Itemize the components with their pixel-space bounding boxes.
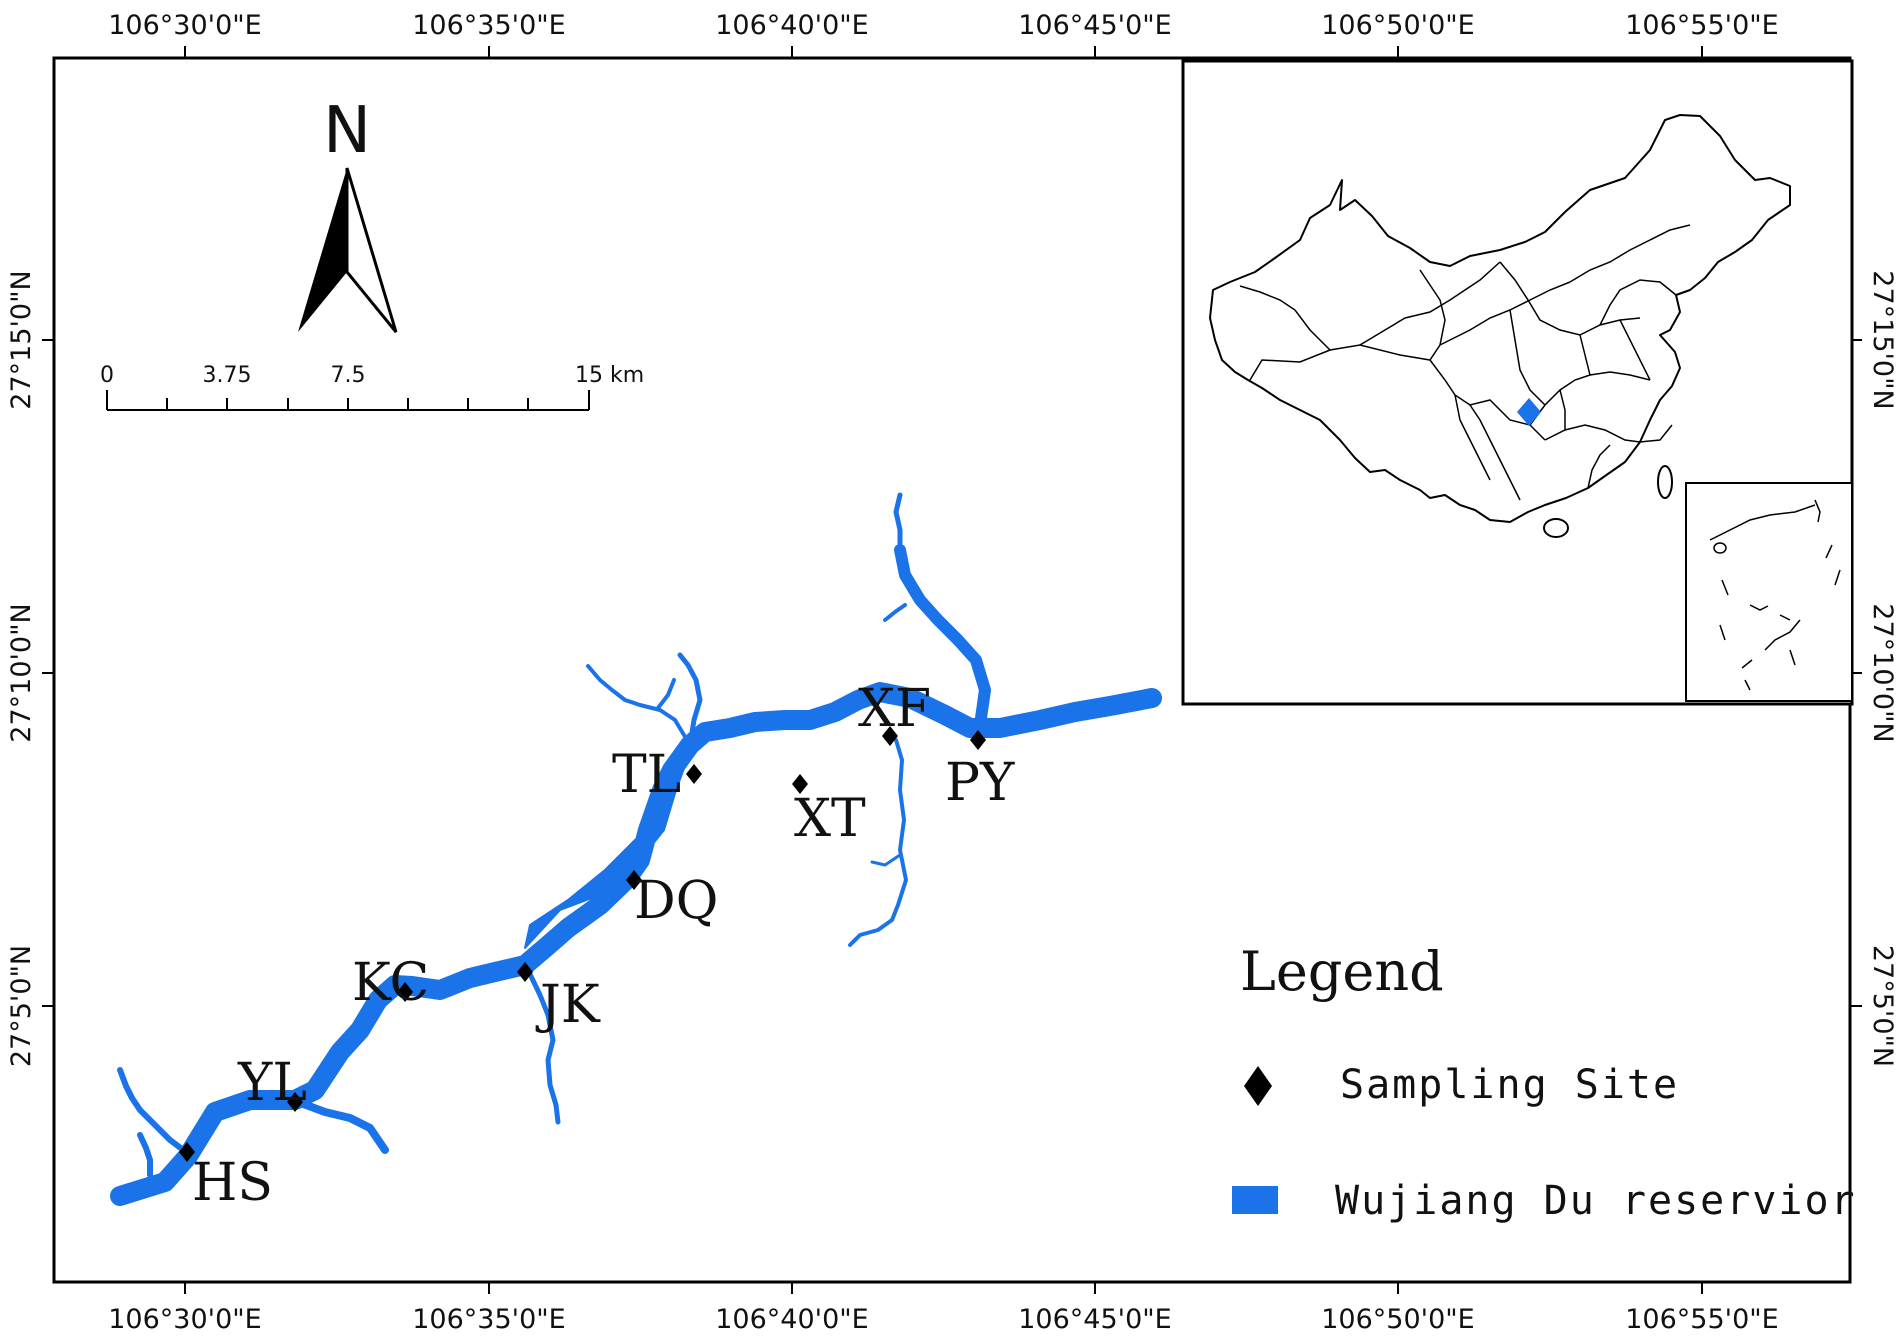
site-label: YL (237, 1053, 307, 1113)
bottom-tick-label: 106°50'0"E (1321, 1304, 1474, 1335)
reservoir-inlet (870, 853, 902, 867)
site-marker (882, 726, 898, 746)
site-label: TL (612, 745, 681, 805)
site-label: JK (535, 975, 601, 1035)
reservoir-inlet (883, 603, 907, 622)
scale-label: 15 km (575, 363, 644, 388)
north-arrow-right-half (345, 167, 398, 333)
reservoir-inlet (677, 652, 703, 748)
right-tick-label: 27°10'0"N (1867, 603, 1898, 742)
site-tl: TL (612, 745, 702, 805)
reservoir-east-extension (1059, 689, 1153, 723)
scale-label: 3.75 (203, 363, 252, 388)
legend-label: Wujiang Du reservior (1335, 1178, 1857, 1224)
reservoir-inlet (294, 1098, 389, 1154)
legend-label: Sampling Site (1340, 1062, 1679, 1108)
china-outline (1209, 114, 1791, 523)
site-yl: YL (237, 1053, 307, 1113)
left-tick-label: 27°15'0"N (6, 270, 37, 409)
reservoir-wide-section (639, 751, 691, 861)
bottom-tick-label: 106°35'0"E (412, 1304, 565, 1335)
top-tick-label: 106°55'0"E (1625, 10, 1778, 41)
reservoir-inlet (137, 1132, 153, 1178)
site-marker (517, 962, 533, 982)
site-kc: KC (352, 953, 429, 1013)
bottom-tick-label: 106°45'0"E (1018, 1304, 1171, 1335)
left-tick-label: 27°10'0"N (6, 603, 37, 742)
south-china-sea-islands (1709, 499, 1841, 691)
site-marker (179, 1142, 195, 1162)
site-xt: XT (792, 774, 866, 849)
study-area-marker (1517, 398, 1541, 426)
site-label: HS (192, 1153, 273, 1213)
bottom-tick-label: 106°40'0"E (715, 1304, 868, 1335)
north-arrow-left-half (298, 168, 347, 332)
site-xf: XF (858, 679, 931, 746)
site-marker (686, 764, 702, 784)
reservoir-inlet (525, 967, 561, 1125)
scale-label: 0 (100, 363, 114, 388)
province-boundaries (1239, 224, 1691, 501)
bottom-axis-labels: 106°30'0"E 106°35'0"E 106°40'0"E 106°45'… (108, 1304, 1778, 1335)
scale-bar: 0 3.75 7.5 15 km (100, 363, 644, 411)
reservoir-inlet (894, 544, 991, 731)
legend-diamond-symbol (1244, 1066, 1272, 1106)
site-label: XF (858, 679, 931, 739)
site-label: KC (352, 953, 429, 1013)
right-tick-label: 27°15'0"N (1867, 270, 1898, 409)
site-marker (792, 774, 808, 794)
reservoir-inlet (117, 1067, 189, 1155)
bottom-tick-label: 106°30'0"E (108, 1304, 261, 1335)
legend-item-reservoir: Wujiang Du reservior (1232, 1178, 1857, 1224)
north-arrow-label: N (323, 94, 371, 168)
top-tick-label: 106°40'0"E (715, 10, 868, 41)
taiwan-island (1657, 465, 1673, 499)
site-label: XT (794, 789, 866, 849)
legend-water-symbol (1232, 1186, 1278, 1214)
hainan-island (1543, 518, 1569, 538)
reservoir (110, 492, 1162, 1206)
legend: Legend Sampling Site Wujiang Du reservio… (1232, 940, 1857, 1224)
sampling-sites: HS YL KC JK DQ TL XT XF (179, 679, 1015, 1213)
site-hs: HS (179, 1142, 273, 1213)
inset-map (1181, 59, 1854, 706)
legend-title: Legend (1240, 940, 1444, 1003)
reservoir-inlet (656, 678, 676, 710)
site-label: DQ (634, 871, 718, 931)
right-tick-label: 27°5'0"N (1867, 945, 1898, 1067)
right-axis-labels: 27°15'0"N 27°10'0"N 27°5'0"N (1867, 270, 1898, 1067)
site-marker (287, 1092, 303, 1112)
top-tick-label: 106°45'0"E (1018, 10, 1171, 41)
site-marker (397, 982, 413, 1002)
south-china-sea-inset (1685, 482, 1853, 702)
left-axis-labels: 27°15'0"N 27°10'0"N 27°5'0"N (6, 270, 37, 1067)
bottom-tick-label: 106°55'0"E (1625, 1304, 1778, 1335)
site-jk: JK (517, 962, 601, 1035)
site-py: PY (945, 730, 1015, 813)
top-tick-label: 106°30'0"E (108, 10, 261, 41)
scale-label: 7.5 (331, 363, 366, 388)
top-axis-labels: 106°30'0"E 106°35'0"E 106°40'0"E 106°45'… (108, 10, 1778, 41)
site-dq: DQ (626, 870, 718, 931)
reservoir-inlet (586, 664, 692, 747)
north-arrow: N (298, 94, 398, 333)
top-tick-label: 106°35'0"E (412, 10, 565, 41)
left-tick-label: 27°5'0"N (6, 945, 37, 1067)
top-tick-label: 106°50'0"E (1321, 10, 1474, 41)
reservoir-inlet (848, 738, 908, 947)
site-marker (970, 730, 986, 750)
site-label: PY (945, 753, 1015, 813)
legend-item-sampling-site: Sampling Site (1244, 1062, 1679, 1108)
site-marker (626, 870, 642, 890)
reservoir-inlet (893, 492, 903, 553)
